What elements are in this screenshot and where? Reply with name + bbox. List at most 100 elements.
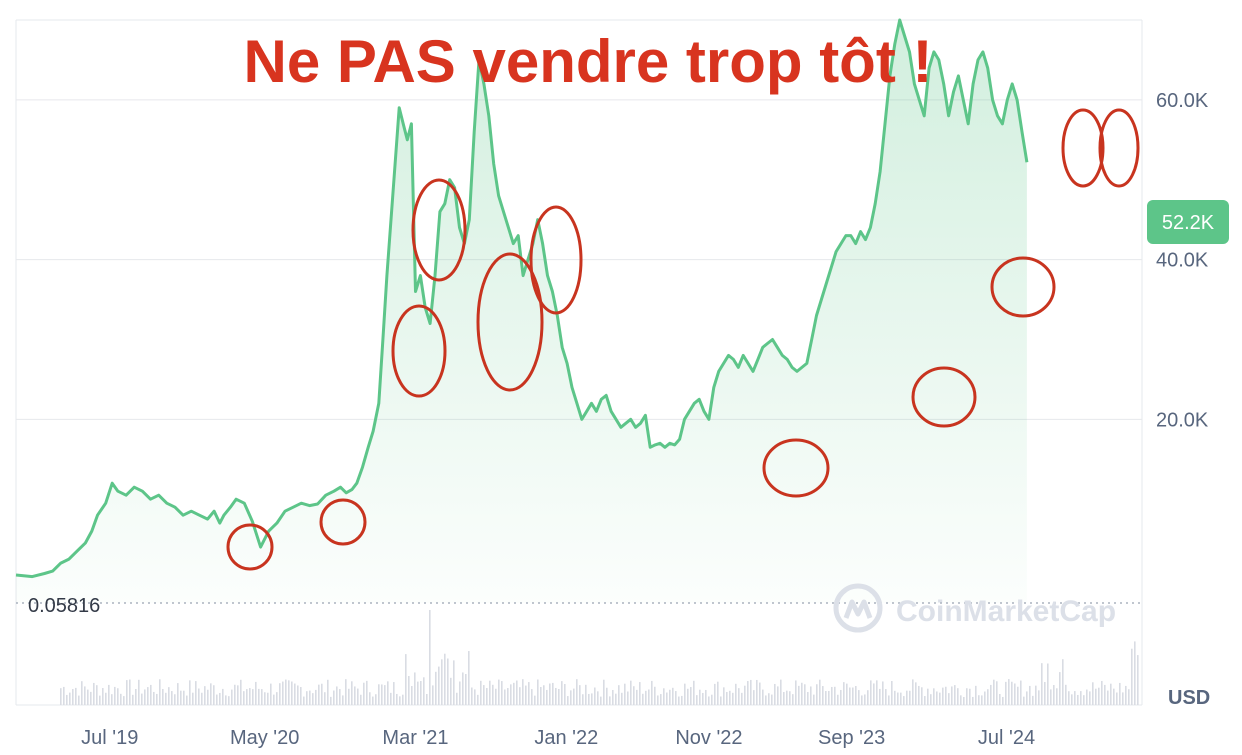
volume-bar <box>498 679 500 705</box>
volume-bar <box>642 693 644 705</box>
volume-bar <box>345 679 347 705</box>
volume-bar <box>675 691 677 705</box>
volume-bar <box>150 684 152 705</box>
volume-bar <box>225 695 227 705</box>
volume-bar <box>204 686 206 705</box>
volume-bar <box>318 684 320 705</box>
volume-bar <box>384 685 386 705</box>
volume-bar <box>879 688 881 705</box>
volume-bar <box>993 679 995 705</box>
volume-bar <box>534 695 536 705</box>
volume-bar <box>156 693 158 705</box>
volume-bar <box>267 692 269 705</box>
volume-bar <box>792 694 794 705</box>
volume-bar <box>699 689 701 705</box>
volume-bar <box>822 686 824 705</box>
volume-bar <box>1047 663 1049 705</box>
volume-bar <box>198 688 200 705</box>
volume-bar <box>474 689 476 705</box>
volume-bar <box>165 692 167 705</box>
annotation-circle <box>762 438 830 498</box>
volume-bar <box>309 690 311 705</box>
volume-bar <box>78 695 80 705</box>
volume-bar <box>930 694 932 705</box>
volume-bar <box>123 696 125 705</box>
volume-bar <box>63 686 65 705</box>
volume-bar <box>1077 694 1079 705</box>
volume-bar <box>390 692 392 705</box>
volume-bar <box>504 689 506 705</box>
volume-bar <box>324 692 326 705</box>
volume-bar <box>450 677 452 705</box>
volume-bar <box>315 689 317 705</box>
volume-bar <box>903 696 905 705</box>
volume-bar <box>117 688 119 705</box>
volume-bar <box>618 685 620 705</box>
volume-bar <box>600 696 602 705</box>
volume-bar <box>984 691 986 705</box>
volume-bar <box>300 687 302 705</box>
volume-bar <box>945 686 947 705</box>
volume-bar <box>273 694 275 705</box>
volume-bar <box>429 610 431 705</box>
x-tick-label: Mar '21 <box>382 727 448 749</box>
volume-bar <box>648 689 650 705</box>
volume-bar <box>666 692 668 705</box>
volume-bar <box>711 694 713 705</box>
volume-bar <box>114 686 116 705</box>
volume-bar <box>510 684 512 705</box>
volume-bar <box>297 685 299 705</box>
volume-bar <box>954 685 956 705</box>
volume-bar <box>519 687 521 705</box>
volume-bar <box>975 685 977 705</box>
volume-bar <box>168 687 170 705</box>
annotation-circle <box>1098 108 1140 188</box>
volume-bar <box>885 689 887 705</box>
volume-bar <box>1098 687 1100 705</box>
volume-bar <box>81 681 83 705</box>
volume-bar <box>690 687 692 705</box>
volume-bar <box>654 686 656 705</box>
volume-bar <box>678 696 680 705</box>
volume-bar <box>579 685 581 705</box>
volume-bar <box>1026 691 1028 705</box>
volume-bar <box>1002 696 1004 705</box>
volume-bar <box>1062 659 1064 705</box>
volume-bar <box>207 689 209 705</box>
volume-bar <box>720 696 722 705</box>
volume-bar <box>564 684 566 705</box>
volume-bar <box>228 696 230 705</box>
y-tick-label: 20.0K <box>1156 409 1209 431</box>
volume-bar <box>612 689 614 705</box>
volume-bar <box>873 683 875 705</box>
volume-bar <box>909 690 911 705</box>
volume-bar <box>627 691 629 705</box>
annotation-circle <box>319 498 367 546</box>
volume-bar <box>381 684 383 705</box>
volume-bar <box>183 690 185 705</box>
volume-bar <box>471 687 473 705</box>
volume-bar <box>1005 681 1007 705</box>
volume-bar <box>294 683 296 705</box>
annotation-circle <box>411 178 467 282</box>
volume-bar <box>807 692 809 705</box>
volume-bar <box>369 692 371 705</box>
volume-bar <box>69 692 71 705</box>
volume-bar <box>1053 685 1055 705</box>
volume-bar <box>693 680 695 705</box>
volume-bar <box>1011 681 1013 705</box>
volume-bar <box>414 672 416 705</box>
volume-bar <box>684 683 686 705</box>
volume-bar <box>531 689 533 705</box>
volume-bar <box>1119 682 1121 705</box>
volume-bar <box>1071 694 1073 705</box>
volume-bar <box>411 686 413 705</box>
volume-bar <box>72 689 74 705</box>
annotation-circle <box>529 205 583 315</box>
y-axis: 20.0K 40.0K 60.0K <box>1156 90 1209 431</box>
volume-bar <box>594 687 596 705</box>
volume-bar <box>816 684 818 705</box>
volume-bar <box>900 692 902 705</box>
volume-bar <box>981 695 983 705</box>
